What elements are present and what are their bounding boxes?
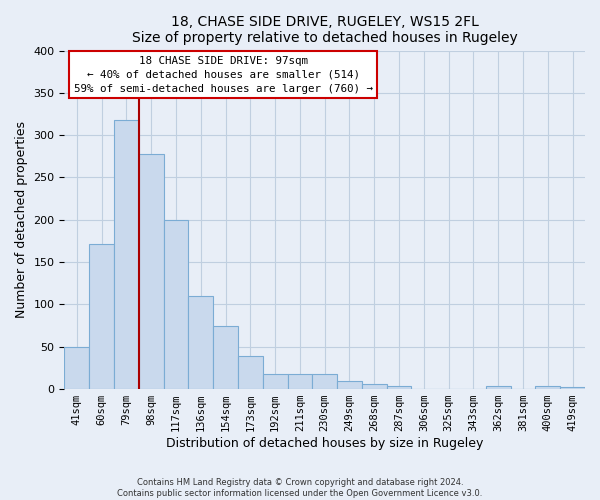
- Bar: [114, 120, 139, 389]
- Bar: [64, 347, 89, 389]
- Bar: [337, 380, 362, 389]
- Title: 18, CHASE SIDE DRIVE, RUGELEY, WS15 2FL
Size of property relative to detached ho: 18, CHASE SIDE DRIVE, RUGELEY, WS15 2FL …: [132, 15, 518, 45]
- Bar: [238, 356, 263, 389]
- X-axis label: Distribution of detached houses by size in Rugeley: Distribution of detached houses by size …: [166, 437, 484, 450]
- Bar: [89, 244, 114, 389]
- Bar: [386, 386, 412, 389]
- Text: 18 CHASE SIDE DRIVE: 97sqm
← 40% of detached houses are smaller (514)
59% of sem: 18 CHASE SIDE DRIVE: 97sqm ← 40% of deta…: [74, 56, 373, 94]
- Bar: [213, 326, 238, 389]
- Bar: [535, 386, 560, 389]
- Bar: [486, 386, 511, 389]
- Bar: [362, 384, 386, 389]
- Y-axis label: Number of detached properties: Number of detached properties: [15, 122, 28, 318]
- Bar: [313, 374, 337, 389]
- Bar: [188, 296, 213, 389]
- Bar: [139, 154, 164, 389]
- Bar: [560, 386, 585, 389]
- Text: Contains HM Land Registry data © Crown copyright and database right 2024.
Contai: Contains HM Land Registry data © Crown c…: [118, 478, 482, 498]
- Bar: [287, 374, 313, 389]
- Bar: [164, 220, 188, 389]
- Bar: [263, 374, 287, 389]
